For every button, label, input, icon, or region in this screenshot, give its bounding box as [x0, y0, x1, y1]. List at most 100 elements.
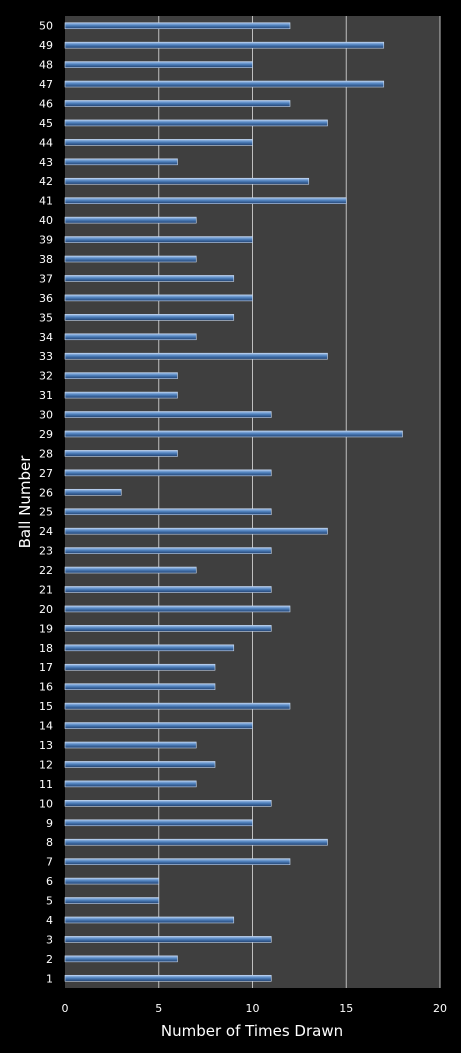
- y-tick-label: 9: [46, 817, 53, 830]
- bar: [64, 139, 253, 146]
- y-tick-label: 19: [39, 622, 53, 635]
- bar: [64, 469, 272, 477]
- y-tick-label: 13: [39, 739, 53, 752]
- y-tick-label: 44: [39, 136, 53, 149]
- y-tick-label: 41: [39, 195, 53, 208]
- y-tick-label: 42: [39, 175, 53, 188]
- y-tick-label: 7: [46, 856, 53, 869]
- bar: [64, 119, 328, 127]
- x-tick-label: 10: [246, 1002, 260, 1015]
- bar: [64, 488, 122, 496]
- y-tick-label: 14: [39, 720, 53, 733]
- bar: [64, 527, 328, 535]
- y-tick-label: 43: [39, 156, 53, 169]
- y-tick-label: 22: [39, 564, 53, 577]
- bar: [64, 275, 235, 282]
- y-tick-label: 25: [39, 506, 53, 519]
- bar: [64, 586, 272, 593]
- y-tick-label: 35: [39, 311, 53, 324]
- bar: [64, 663, 216, 671]
- y-tick-label: 32: [39, 370, 53, 383]
- bar: [64, 683, 216, 690]
- bar: [64, 61, 253, 68]
- y-tick-label: 4: [46, 914, 53, 927]
- y-tick-label: 49: [39, 39, 53, 52]
- bar: [64, 702, 291, 710]
- y-tick-label: 39: [39, 234, 53, 247]
- y-tick-label: 33: [39, 350, 53, 363]
- bar: [64, 333, 197, 341]
- bar: [64, 644, 235, 652]
- bar: [64, 372, 178, 379]
- bar: [64, 955, 178, 963]
- y-tick-label: 1: [46, 972, 53, 985]
- y-tick-label: 31: [39, 389, 53, 402]
- bar: [64, 897, 160, 904]
- y-tick-label: 17: [39, 661, 53, 674]
- y-tick-label: 50: [39, 20, 53, 33]
- y-tick-label: 11: [39, 778, 53, 791]
- y-tick-label: 24: [39, 525, 53, 538]
- bar: [64, 177, 310, 185]
- bar: [64, 916, 235, 924]
- y-tick-label: 29: [39, 428, 53, 441]
- bar: [64, 819, 253, 827]
- bar: [64, 547, 272, 554]
- y-tick-label: 47: [39, 78, 53, 91]
- bar: [64, 605, 291, 613]
- bar: [64, 877, 160, 885]
- bar: [64, 236, 253, 243]
- y-tick-label: 34: [39, 331, 53, 344]
- bar: [64, 100, 291, 107]
- y-tick-label: 23: [39, 545, 53, 558]
- y-tick-label: 38: [39, 253, 53, 266]
- y-tick-label: 15: [39, 700, 53, 713]
- bar: [64, 761, 216, 768]
- bar: [64, 741, 197, 749]
- bar: [64, 566, 197, 574]
- y-tick-label: 16: [39, 681, 53, 694]
- bar: [64, 936, 272, 943]
- bar: [64, 294, 253, 302]
- bar: [64, 314, 235, 321]
- bar: [64, 858, 291, 865]
- x-axis-title: Number of Times Drawn: [161, 1022, 343, 1040]
- bar: [64, 800, 272, 807]
- y-axis-title: Ball Number: [16, 455, 34, 549]
- y-tick-label: 37: [39, 272, 53, 285]
- y-tick-label: 20: [39, 603, 53, 616]
- bar: [64, 352, 328, 360]
- bar: [64, 625, 272, 632]
- x-tick-label: 0: [62, 1002, 69, 1015]
- bar: [64, 197, 347, 204]
- y-tick-label: 3: [46, 933, 53, 946]
- y-tick-label: 30: [39, 409, 53, 422]
- bar: [64, 411, 272, 418]
- y-tick-label: 21: [39, 583, 53, 596]
- bar: [64, 508, 272, 516]
- bar: [64, 430, 403, 438]
- x-tick-label: 20: [433, 1002, 447, 1015]
- y-tick-label: 12: [39, 758, 53, 771]
- y-tick-label: 6: [46, 875, 53, 888]
- bar: [64, 22, 291, 30]
- y-tick-label: 18: [39, 642, 53, 655]
- y-tick-label: 8: [46, 836, 53, 849]
- bar: [64, 450, 178, 457]
- bar: [64, 391, 178, 399]
- bar: [64, 722, 253, 729]
- bar: [64, 974, 272, 982]
- bar: [64, 80, 385, 88]
- y-tick-label: 48: [39, 59, 53, 72]
- x-tick-label: 15: [339, 1002, 353, 1015]
- y-tick-label: 2: [46, 953, 53, 966]
- y-tick-label: 10: [39, 797, 53, 810]
- y-tick-label: 36: [39, 292, 53, 305]
- bar: [64, 780, 197, 788]
- bar: [64, 41, 385, 49]
- y-tick-label: 40: [39, 214, 53, 227]
- bar: [64, 158, 178, 166]
- y-tick-label: 26: [39, 486, 53, 499]
- x-tick-label: 5: [155, 1002, 162, 1015]
